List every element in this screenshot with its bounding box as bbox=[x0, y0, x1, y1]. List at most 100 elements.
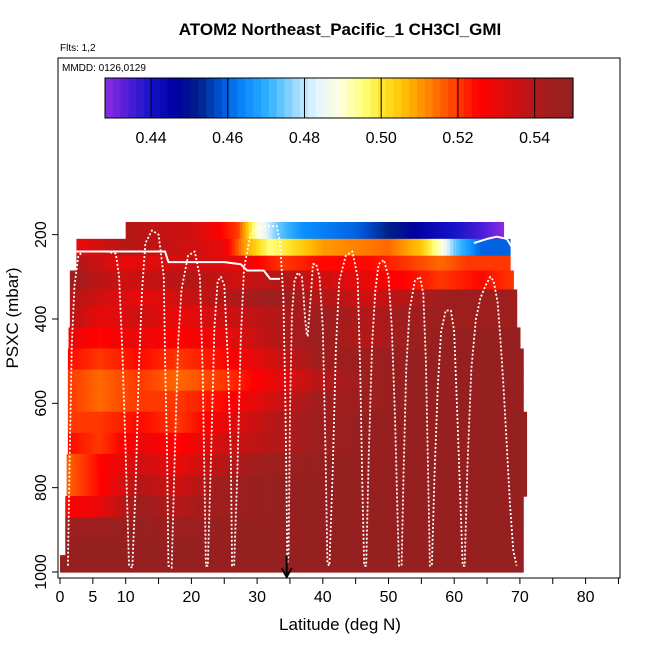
curtain-cell bbox=[178, 496, 183, 518]
curtain-cell bbox=[399, 289, 404, 307]
curtain-cell bbox=[489, 238, 493, 257]
curtain-cell bbox=[379, 348, 384, 371]
curtain-cell bbox=[201, 289, 206, 307]
curtain-cell bbox=[139, 348, 144, 371]
curtain-cell bbox=[381, 270, 386, 291]
curtain-cell bbox=[385, 496, 390, 518]
curtain-cell bbox=[304, 517, 309, 539]
curtain-cell bbox=[343, 369, 348, 392]
curtain-cell bbox=[393, 327, 398, 350]
curtain-cell bbox=[407, 221, 412, 240]
curtain-cell bbox=[152, 496, 156, 518]
curtain-cell bbox=[399, 238, 403, 257]
curtain-cell bbox=[357, 555, 362, 573]
curtain-cell bbox=[447, 289, 452, 307]
curtain-cell bbox=[303, 255, 308, 272]
curtain-cell bbox=[493, 390, 497, 413]
curtain-cell bbox=[190, 496, 195, 518]
curtain-cell bbox=[97, 411, 102, 434]
curtain-cell bbox=[306, 255, 311, 272]
curtain-cell bbox=[517, 496, 521, 518]
curtain-cell bbox=[360, 255, 365, 272]
curtain-cell bbox=[334, 453, 338, 476]
curtain-cell bbox=[420, 289, 425, 307]
curtain-cell bbox=[219, 270, 224, 291]
curtain-cell bbox=[90, 475, 95, 497]
curtain-cell bbox=[166, 390, 171, 413]
curtain-cell bbox=[393, 289, 398, 307]
curtain-cell bbox=[453, 270, 457, 291]
curtain-cell bbox=[312, 238, 317, 257]
curtain-cell bbox=[444, 270, 449, 291]
curtain-cell bbox=[397, 496, 402, 518]
colorbar-tick-label: 0.46 bbox=[212, 130, 243, 147]
curtain-cell bbox=[349, 432, 354, 455]
curtain-cell bbox=[498, 238, 502, 257]
curtain-cell bbox=[480, 238, 484, 257]
curtain-cell bbox=[206, 221, 211, 240]
curtain-cell bbox=[367, 538, 372, 556]
curtain-cell bbox=[478, 496, 482, 518]
curtain-cell bbox=[126, 555, 130, 573]
curtain-cell bbox=[325, 538, 330, 556]
curtain-cell bbox=[297, 555, 302, 573]
curtain-cell bbox=[487, 369, 491, 392]
curtain-cell bbox=[298, 432, 303, 455]
curtain-cell bbox=[69, 289, 74, 307]
curtain-cell bbox=[88, 411, 93, 434]
curtain-cell bbox=[228, 270, 233, 291]
curtain-cell bbox=[204, 270, 209, 291]
curtain-cell bbox=[517, 369, 521, 392]
curtain-cell bbox=[244, 432, 249, 455]
curtain-cell bbox=[259, 348, 264, 371]
curtain-cell bbox=[183, 453, 188, 476]
curtain-cell bbox=[460, 369, 464, 392]
curtain-cell bbox=[513, 327, 518, 350]
curtain-cell bbox=[309, 306, 314, 329]
colorbar-swatch bbox=[541, 78, 551, 118]
curtain-cell bbox=[265, 538, 270, 556]
curtain-cell bbox=[222, 238, 227, 257]
curtain-cell bbox=[193, 496, 198, 518]
curtain-cell bbox=[170, 221, 175, 240]
curtain-cell bbox=[113, 327, 118, 350]
curtain-cell bbox=[135, 289, 140, 307]
curtain-cell bbox=[517, 538, 521, 556]
curtain-cell bbox=[142, 348, 147, 371]
curtain-cell bbox=[142, 390, 147, 413]
curtain-cell bbox=[469, 390, 473, 413]
curtain-cell bbox=[348, 270, 353, 291]
curtain-cell bbox=[277, 390, 282, 413]
curtain-cell bbox=[393, 306, 398, 329]
curtain-cell bbox=[368, 221, 373, 240]
colorbar-tick-label: 0.52 bbox=[442, 130, 473, 147]
curtain-cell bbox=[253, 411, 258, 434]
curtain-cell bbox=[295, 390, 300, 413]
curtain-cell bbox=[247, 517, 252, 539]
curtain-cell bbox=[427, 348, 431, 371]
curtain-cell bbox=[145, 369, 150, 392]
curtain-cell bbox=[295, 517, 300, 539]
curtain-cell bbox=[250, 411, 255, 434]
curtain-cell bbox=[507, 270, 511, 291]
curtain-cell bbox=[397, 517, 402, 539]
curtain-cell bbox=[237, 289, 242, 307]
curtain-cell bbox=[183, 306, 188, 329]
curtain-cell bbox=[438, 270, 443, 291]
curtain-cell bbox=[358, 475, 362, 497]
curtain-cell bbox=[417, 255, 421, 272]
curtain-cell bbox=[389, 221, 394, 240]
curtain-cell bbox=[504, 255, 508, 272]
curtain-cell bbox=[292, 496, 297, 518]
curtain-cell bbox=[316, 348, 321, 371]
curtain-cell bbox=[130, 411, 135, 434]
curtain-cell bbox=[111, 289, 116, 307]
curtain-cell bbox=[288, 255, 293, 272]
curtain-cell bbox=[131, 538, 135, 556]
curtain-cell bbox=[292, 348, 297, 371]
curtain-cell bbox=[199, 369, 204, 392]
x-tick-label: 40 bbox=[314, 589, 332, 606]
curtain-cell bbox=[149, 327, 154, 350]
curtain-cell bbox=[381, 238, 386, 257]
